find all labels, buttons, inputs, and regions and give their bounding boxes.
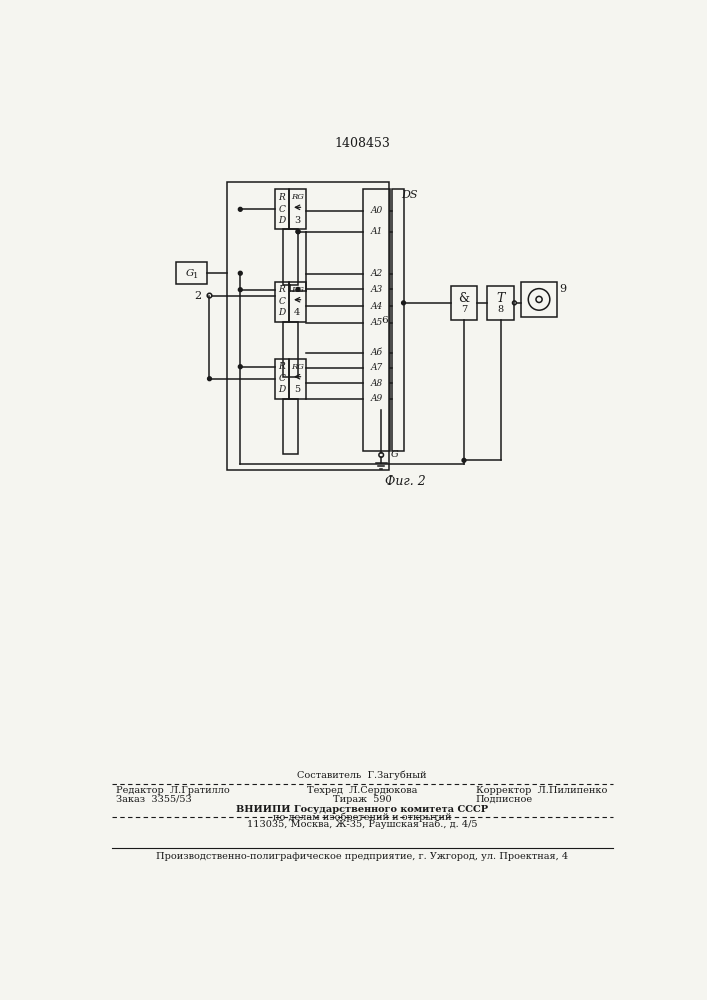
Bar [450, 286, 477, 320]
Text: A5: A5 [371, 318, 383, 327]
Text: C: C [279, 374, 286, 383]
Text: Тираж  590: Тираж 590 [332, 795, 391, 804]
Text: DS: DS [402, 190, 418, 200]
Text: Фиг. 2: Фиг. 2 [385, 475, 426, 488]
Bar [363, 189, 390, 451]
Text: R: R [279, 362, 285, 371]
Text: Техред  Л.Сердюкова: Техред Л.Сердюкова [307, 786, 417, 795]
Text: Aб: Aб [371, 348, 383, 357]
Text: 1: 1 [193, 272, 199, 280]
Text: Производственно-полиграфическое предприятие, г. Ужгород, ул. Проектная, 4: Производственно-полиграфическое предприя… [156, 852, 568, 861]
Bar [288, 359, 305, 399]
Text: A4: A4 [371, 302, 383, 311]
Bar [392, 189, 404, 451]
Text: 8: 8 [498, 305, 504, 314]
Bar [176, 262, 207, 284]
Text: Подписное: Подписное [475, 795, 532, 804]
Text: 9: 9 [559, 284, 566, 294]
Circle shape [238, 207, 243, 211]
Text: 113035, Москва, Ж-35, Раушская наб., д. 4/5: 113035, Москва, Ж-35, Раушская наб., д. … [247, 820, 477, 829]
Text: 2: 2 [194, 291, 201, 301]
Text: A8: A8 [371, 379, 383, 388]
Text: T: T [497, 292, 505, 305]
Bar [521, 282, 557, 317]
Text: 5: 5 [294, 385, 300, 394]
Text: 3: 3 [294, 216, 300, 225]
Text: G: G [186, 269, 194, 278]
Circle shape [296, 230, 300, 234]
Circle shape [402, 301, 405, 305]
Text: &: & [458, 292, 469, 305]
Text: A0: A0 [371, 206, 383, 215]
Text: 6: 6 [381, 316, 387, 325]
Circle shape [296, 287, 300, 291]
Text: D: D [279, 308, 286, 317]
Text: C: C [279, 297, 286, 306]
Bar [288, 189, 305, 229]
Text: R: R [279, 193, 285, 202]
Bar [227, 182, 389, 470]
Text: 1408453: 1408453 [334, 137, 390, 150]
Text: 4: 4 [294, 308, 300, 317]
Text: 7: 7 [461, 305, 467, 314]
Text: RG: RG [291, 363, 304, 371]
Bar [288, 282, 305, 322]
Circle shape [238, 271, 243, 275]
Circle shape [462, 458, 466, 462]
Text: D: D [279, 385, 286, 394]
Text: A9: A9 [371, 394, 383, 403]
Text: Составитель  Г.Загубный: Составитель Г.Загубный [297, 771, 427, 780]
Text: по делам изобретений и открытий: по делам изобретений и открытий [273, 812, 451, 822]
Text: Заказ  3355/53: Заказ 3355/53 [117, 795, 192, 804]
Text: A3: A3 [371, 285, 383, 294]
Text: D: D [279, 216, 286, 225]
Circle shape [208, 377, 211, 381]
Text: C: C [279, 205, 286, 214]
Circle shape [238, 288, 243, 292]
Text: G: G [390, 450, 398, 459]
Bar [283, 399, 298, 454]
Circle shape [296, 230, 300, 234]
Text: Редактор  Л.Гратилло: Редактор Л.Гратилло [117, 786, 230, 795]
Text: RG: RG [291, 193, 304, 201]
Bar [275, 189, 288, 229]
Text: Корректор  Л.Пилипенко: Корректор Л.Пилипенко [477, 786, 607, 795]
Text: ВНИИПИ Государственного комитета СССР: ВНИИПИ Государственного комитета СССР [236, 805, 488, 814]
Text: A7: A7 [371, 363, 383, 372]
Text: A1: A1 [371, 227, 383, 236]
Bar [275, 282, 288, 322]
Bar [283, 322, 298, 377]
Bar [283, 229, 298, 285]
Text: RG: RG [291, 286, 304, 294]
Text: R: R [279, 285, 285, 294]
Circle shape [238, 365, 243, 369]
Bar [487, 286, 515, 320]
Text: A2: A2 [371, 269, 383, 278]
Bar [275, 359, 288, 399]
